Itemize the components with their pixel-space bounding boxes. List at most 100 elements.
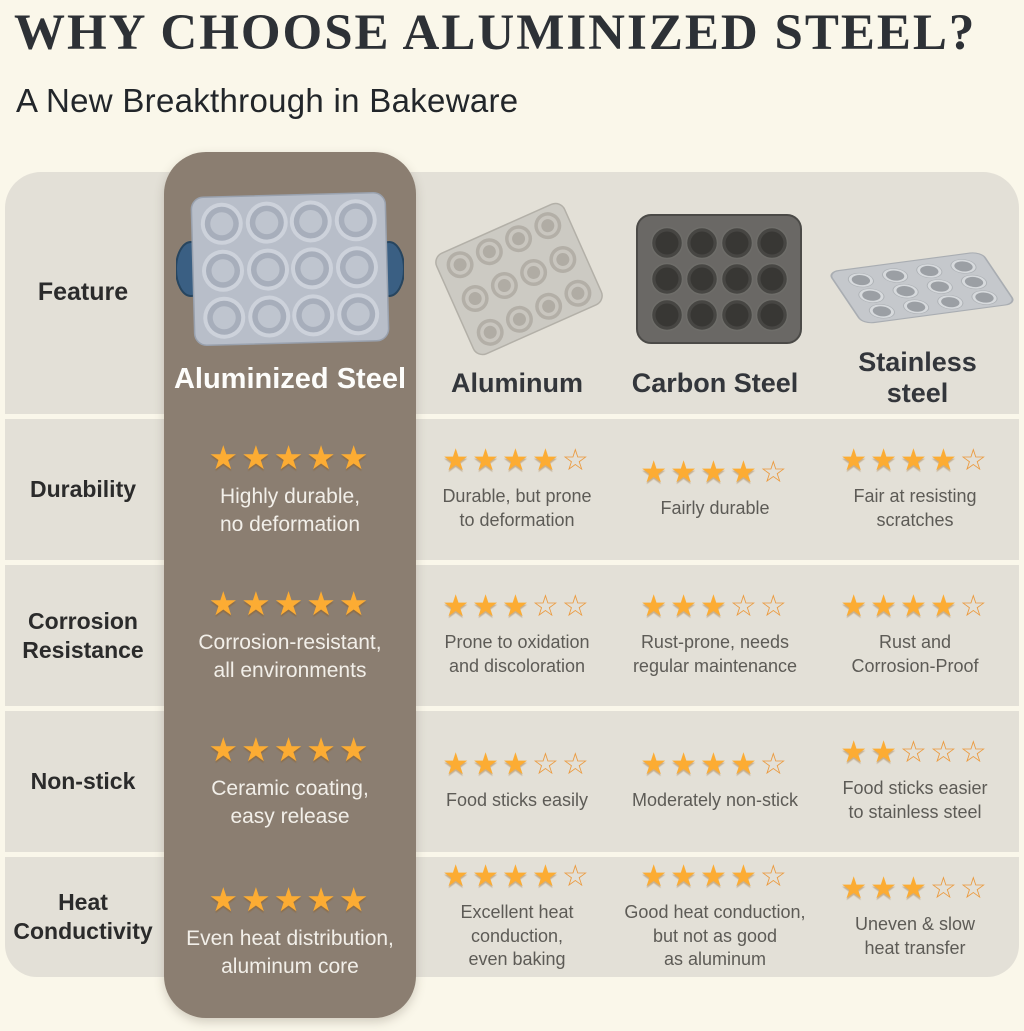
star-full-icon: ★	[700, 456, 730, 490]
cell-durability-aluminum: ★★★★☆ Durable, but prone to deformation	[418, 419, 616, 560]
cell-durability-carbon-steel: ★★★★☆ Fairly durable	[616, 419, 814, 560]
star-full-icon: ★	[729, 859, 760, 893]
stainless-steel-pan-image	[830, 252, 1014, 324]
star-full-icon: ★	[870, 444, 901, 478]
star-full-icon: ★	[472, 748, 503, 782]
star-full-icon: ★	[472, 859, 503, 893]
star-full-icon: ★	[670, 859, 701, 893]
star-full-icon: ★	[929, 444, 960, 478]
star-rating: ★★★★☆	[840, 446, 990, 476]
star-full-icon: ★	[338, 881, 372, 919]
star-full-icon: ★	[840, 444, 871, 478]
star-empty-icon: ☆	[759, 748, 790, 782]
star-rating: ★★★★☆	[640, 859, 790, 893]
star-rating: ★★★★☆	[640, 458, 790, 488]
star-empty-icon: ☆	[729, 590, 760, 624]
star-rating: ★★★★☆	[442, 859, 592, 893]
star-rating: ★★★★☆	[442, 446, 592, 476]
star-full-icon: ★	[870, 736, 901, 770]
star-full-icon: ★	[840, 736, 871, 770]
star-full-icon: ★	[273, 438, 307, 476]
star-empty-icon: ☆	[561, 444, 592, 478]
star-full-icon: ★	[531, 444, 562, 478]
cell-corrosion-carbon-steel: ★★★☆☆ Rust-prone, needs regular maintena…	[616, 565, 814, 706]
star-full-icon: ★	[442, 444, 473, 478]
star-empty-icon: ☆	[959, 444, 990, 478]
aluminum-pan-image	[435, 202, 603, 356]
star-rating: ★★★☆☆	[442, 750, 592, 780]
column-header-carbon-steel: Carbon Steel	[631, 368, 799, 399]
star-full-icon: ★	[273, 584, 307, 622]
star-empty-icon: ☆	[561, 748, 592, 782]
feature-label-corrosion-resistance: Corrosion Resistance	[22, 607, 144, 663]
cell-description: Fair at resisting scratches	[853, 486, 977, 530]
star-full-icon: ★	[700, 859, 730, 893]
carbon-steel-pan-image	[636, 214, 802, 344]
feature-label-heat-conductivity: Heat Conductivity	[13, 889, 153, 944]
star-rating: ★★★★☆	[840, 592, 990, 622]
star-empty-icon: ☆	[929, 736, 960, 770]
star-full-icon: ★	[208, 730, 242, 768]
star-full-icon: ★	[208, 584, 242, 622]
star-full-icon: ★	[338, 730, 372, 768]
star-full-icon: ★	[700, 590, 730, 624]
star-full-icon: ★	[442, 590, 473, 624]
cell-heat-stainless-steel: ★★★☆☆ Uneven & slow heat transfer	[814, 857, 1016, 977]
star-empty-icon: ☆	[900, 736, 930, 770]
star-full-icon: ★	[929, 590, 960, 624]
star-empty-icon: ☆	[759, 859, 790, 893]
star-empty-icon: ☆	[759, 456, 790, 490]
star-full-icon: ★	[640, 748, 671, 782]
star-full-icon: ★	[502, 444, 532, 478]
cell-durability-stainless-steel: ★★★★☆ Fair at resisting scratches	[814, 419, 1016, 560]
column-header-stainless-steel: Stainless steel	[858, 346, 977, 408]
cell-durability-aluminized-steel: ★★★★★ Highly durable, no deformation	[168, 419, 412, 560]
star-full-icon: ★	[502, 748, 532, 782]
cell-corrosion-stainless-steel: ★★★★☆ Rust and Corrosion-Proof	[814, 565, 1016, 706]
star-full-icon: ★	[273, 881, 307, 919]
cell-corrosion-aluminized-steel: ★★★★★ Corrosion-resistant, all environme…	[168, 565, 412, 706]
cell-corrosion-aluminum: ★★★☆☆ Prone to oxidation and discolorati…	[418, 565, 616, 706]
star-full-icon: ★	[670, 590, 701, 624]
star-empty-icon: ☆	[959, 736, 990, 770]
star-full-icon: ★	[241, 881, 274, 919]
cell-nonstick-carbon-steel: ★★★★☆ Moderately non-stick	[616, 711, 814, 852]
star-full-icon: ★	[840, 871, 871, 905]
star-full-icon: ★	[241, 730, 274, 768]
star-empty-icon: ☆	[531, 590, 562, 624]
cell-description: Corrosion-resistant, all environments	[198, 630, 382, 682]
star-full-icon: ★	[472, 590, 503, 624]
star-full-icon: ★	[306, 730, 339, 768]
star-full-icon: ★	[700, 748, 730, 782]
star-full-icon: ★	[900, 871, 930, 905]
cell-description: Food sticks easily	[445, 790, 589, 811]
star-rating: ★★★★★	[209, 883, 372, 916]
star-empty-icon: ☆	[561, 590, 592, 624]
star-full-icon: ★	[640, 590, 671, 624]
star-empty-icon: ☆	[531, 748, 562, 782]
feature-label-durability: Durability	[29, 476, 137, 503]
star-full-icon: ★	[241, 584, 274, 622]
cell-description: Highly durable, no deformation	[219, 484, 361, 536]
star-full-icon: ★	[338, 584, 372, 622]
star-full-icon: ★	[208, 881, 242, 919]
cell-heat-aluminum: ★★★★☆ Excellent heat conduction, even ba…	[418, 857, 616, 977]
cell-nonstick-aluminized-steel: ★★★★★ Ceramic coating, easy release	[168, 711, 412, 852]
star-full-icon: ★	[306, 584, 339, 622]
star-full-icon: ★	[306, 438, 339, 476]
star-empty-icon: ☆	[959, 590, 990, 624]
star-empty-icon: ☆	[929, 871, 960, 905]
star-rating: ★★★★☆	[640, 750, 790, 780]
star-full-icon: ★	[442, 748, 473, 782]
cell-description: Good heat conduction, but not as good as…	[624, 901, 806, 970]
star-full-icon: ★	[729, 748, 760, 782]
cell-description: Excellent heat conduction, even baking	[460, 901, 574, 970]
star-full-icon: ★	[670, 456, 701, 490]
cell-description: Fairly durable	[660, 498, 770, 519]
star-full-icon: ★	[241, 438, 274, 476]
star-full-icon: ★	[531, 859, 562, 893]
cell-description: Uneven & slow heat transfer	[854, 913, 976, 958]
column-header-aluminum: Aluminum	[451, 368, 583, 399]
star-rating: ★★★☆☆	[640, 592, 790, 622]
cell-description: Food sticks easier to stainless steel	[842, 778, 988, 822]
